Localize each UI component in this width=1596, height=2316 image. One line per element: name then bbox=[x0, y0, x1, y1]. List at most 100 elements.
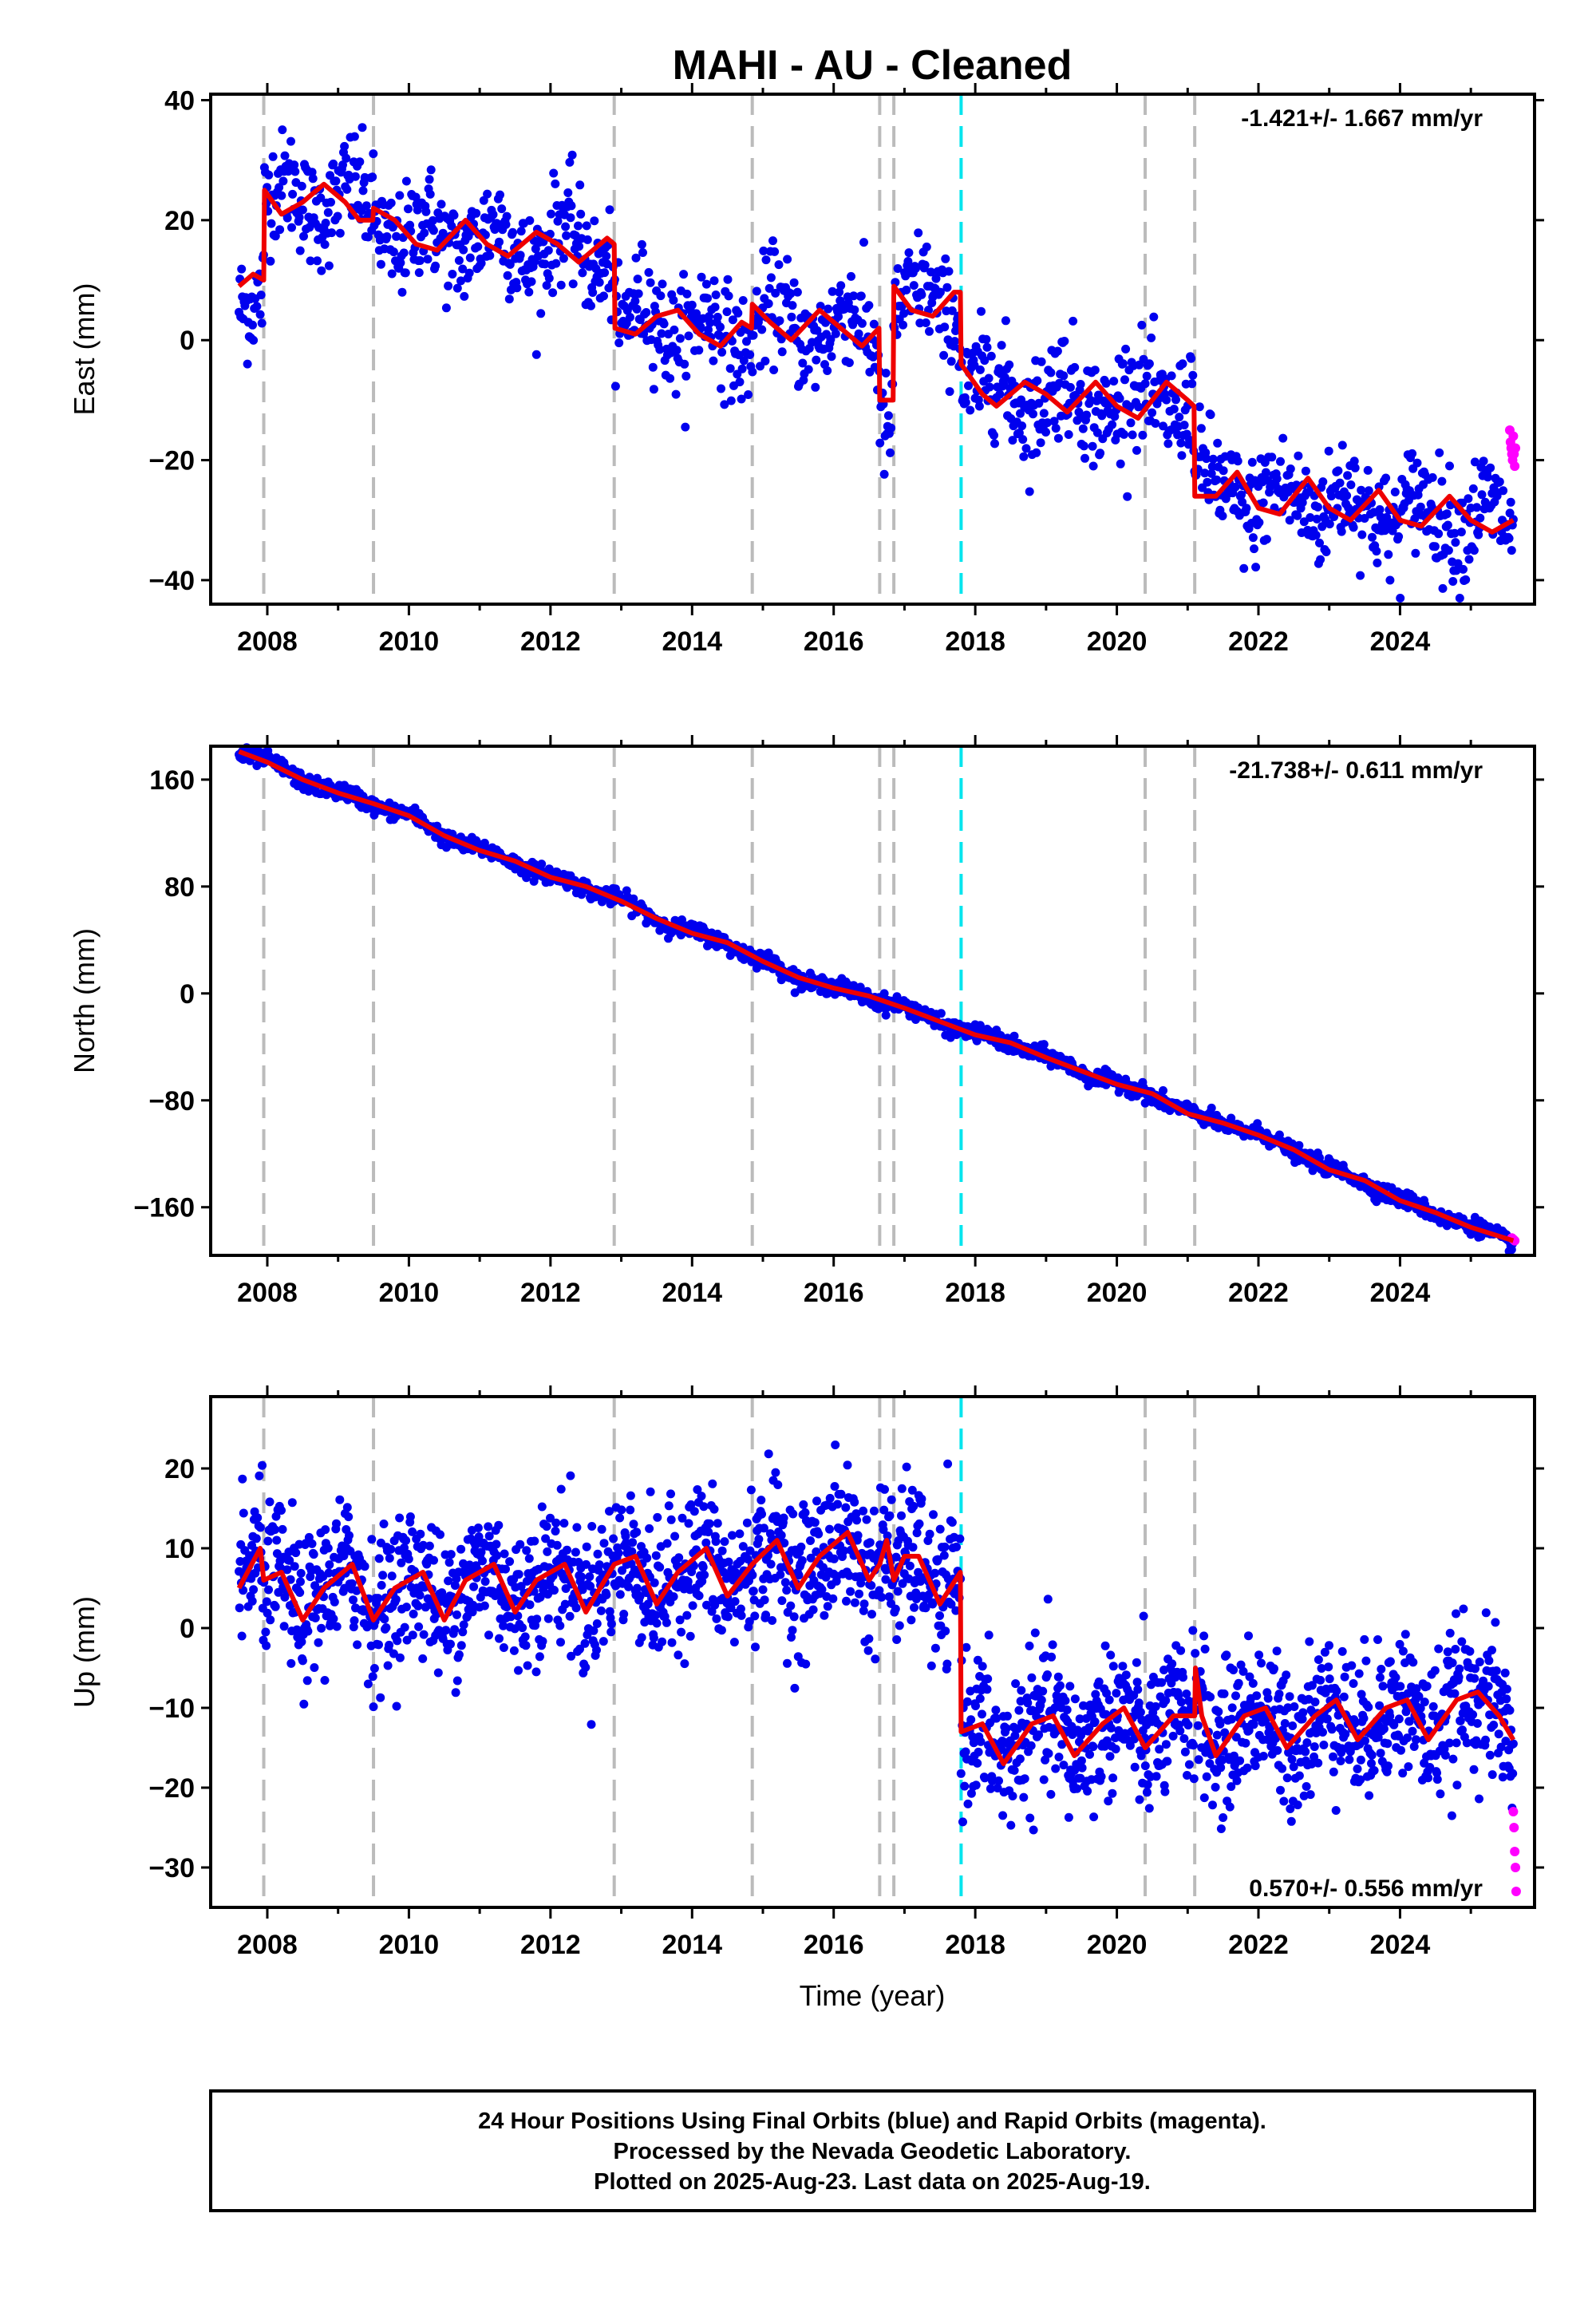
position-point bbox=[804, 365, 813, 374]
position-point bbox=[495, 237, 504, 247]
position-point bbox=[886, 448, 895, 457]
position-point bbox=[694, 346, 704, 355]
position-point bbox=[349, 1595, 358, 1605]
position-point bbox=[598, 1637, 608, 1646]
position-point bbox=[628, 1538, 638, 1547]
position-point bbox=[418, 1654, 428, 1663]
position-point bbox=[1276, 456, 1285, 466]
position-point bbox=[303, 1626, 313, 1636]
position-point bbox=[531, 350, 541, 359]
x-tick-label: 2022 bbox=[1228, 626, 1289, 657]
position-point bbox=[559, 1519, 569, 1528]
position-point bbox=[1053, 1672, 1063, 1682]
position-point bbox=[585, 1572, 595, 1582]
position-point bbox=[626, 313, 634, 322]
position-point bbox=[1445, 461, 1454, 471]
position-point bbox=[766, 1559, 776, 1569]
position-point bbox=[799, 1500, 808, 1509]
position-point bbox=[982, 334, 991, 344]
position-point bbox=[1385, 575, 1395, 585]
position-point bbox=[317, 1623, 326, 1633]
position-point bbox=[575, 180, 585, 190]
position-point bbox=[626, 1505, 635, 1515]
position-point bbox=[237, 1631, 247, 1641]
position-point bbox=[787, 312, 796, 322]
x-tick-label: 2020 bbox=[1087, 626, 1148, 657]
position-point bbox=[1430, 542, 1440, 551]
position-point bbox=[369, 149, 378, 159]
position-point bbox=[662, 1539, 672, 1548]
position-point bbox=[704, 325, 713, 334]
x-tick-label: 2008 bbox=[237, 1278, 298, 1308]
position-point bbox=[1189, 1774, 1199, 1784]
position-point bbox=[911, 263, 920, 273]
position-point bbox=[1486, 463, 1495, 472]
position-point bbox=[494, 1520, 504, 1530]
position-point bbox=[571, 1603, 581, 1613]
position-point bbox=[724, 291, 733, 301]
position-point bbox=[881, 369, 891, 377]
position-point bbox=[606, 1627, 616, 1637]
position-point bbox=[358, 123, 367, 132]
y-tick-label: 20 bbox=[164, 206, 195, 236]
y-tick-label: 160 bbox=[149, 765, 195, 796]
position-point bbox=[962, 1642, 971, 1652]
position-point bbox=[905, 1561, 915, 1571]
position-point bbox=[1187, 354, 1196, 363]
position-point bbox=[615, 1590, 625, 1599]
position-point bbox=[877, 1592, 887, 1602]
position-point bbox=[1434, 529, 1444, 539]
position-point bbox=[1198, 483, 1207, 492]
position-point bbox=[1272, 474, 1282, 484]
position-point bbox=[844, 358, 854, 367]
position-point bbox=[436, 1530, 444, 1539]
position-point bbox=[320, 239, 330, 249]
position-point bbox=[1179, 1673, 1187, 1682]
position-point bbox=[648, 362, 658, 372]
position-point bbox=[1121, 1670, 1131, 1680]
position-point bbox=[1199, 1631, 1209, 1641]
position-point bbox=[902, 1462, 911, 1472]
position-point bbox=[1005, 360, 1014, 370]
position-point bbox=[1472, 503, 1482, 512]
position-point bbox=[1180, 1747, 1190, 1757]
position-point bbox=[864, 301, 874, 310]
position-point bbox=[631, 253, 641, 263]
position-point bbox=[605, 205, 614, 215]
position-point bbox=[1088, 1742, 1098, 1752]
position-point bbox=[728, 315, 737, 325]
position-point bbox=[307, 1539, 317, 1548]
position-point bbox=[1428, 472, 1437, 482]
position-point bbox=[760, 1595, 769, 1605]
position-point bbox=[899, 320, 907, 330]
position-point bbox=[1039, 1040, 1049, 1049]
position-point bbox=[1061, 1696, 1070, 1705]
position-point bbox=[451, 1688, 460, 1697]
position-point bbox=[345, 1531, 354, 1540]
position-point bbox=[834, 312, 843, 322]
position-point bbox=[738, 296, 748, 305]
position-point bbox=[642, 1553, 652, 1563]
position-point bbox=[1381, 473, 1391, 483]
position-point bbox=[1337, 441, 1347, 450]
position-point bbox=[1090, 366, 1100, 375]
position-point bbox=[1504, 534, 1514, 543]
position-point bbox=[249, 1585, 259, 1595]
y-tick-label: 80 bbox=[164, 872, 195, 903]
position-point bbox=[1097, 411, 1107, 421]
position-point bbox=[685, 1631, 695, 1641]
position-point bbox=[556, 280, 566, 290]
position-point bbox=[730, 1597, 740, 1607]
position-point bbox=[1108, 1788, 1117, 1798]
position-point bbox=[1043, 1595, 1053, 1604]
position-point bbox=[399, 248, 409, 258]
position-point bbox=[735, 1529, 745, 1539]
position-point bbox=[836, 1489, 846, 1499]
rapid-point bbox=[1510, 461, 1520, 472]
position-point bbox=[551, 179, 560, 188]
position-point bbox=[1326, 492, 1336, 501]
position-point bbox=[504, 294, 514, 304]
position-point bbox=[637, 1633, 646, 1642]
position-point bbox=[609, 1534, 618, 1543]
position-point bbox=[939, 350, 949, 360]
